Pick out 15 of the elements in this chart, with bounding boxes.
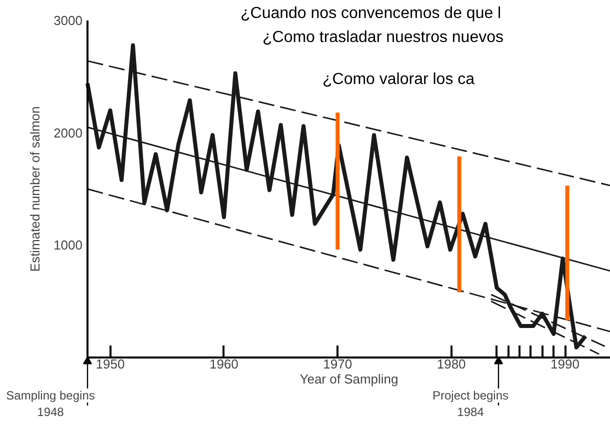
y-tick-label: 1000: [54, 238, 82, 253]
y-tick-label: 2000: [54, 125, 82, 140]
y-axis-title: Estimated number of salmon: [28, 106, 43, 272]
y-tick-label: 3000: [54, 13, 82, 28]
x-axis-title: Year of Sampling: [300, 372, 398, 386]
text: Sampling begins 1948: [6, 388, 95, 419]
x-tick-label: 1990: [550, 356, 580, 372]
x-tick-label: 1970: [323, 356, 352, 372]
annotation: ¿Como valorar los ca: [322, 71, 475, 88]
annotation: ¿Cuando nos convencemos de que l: [240, 5, 502, 22]
annotation: ¿Como trasladar nuestros nuevos: [262, 29, 504, 46]
text: Project begins 1984: [432, 388, 509, 419]
x-tick-label: 1980: [436, 356, 466, 372]
x-tick-label: 1960: [209, 356, 238, 372]
x-tick-label: 1950: [96, 356, 125, 372]
